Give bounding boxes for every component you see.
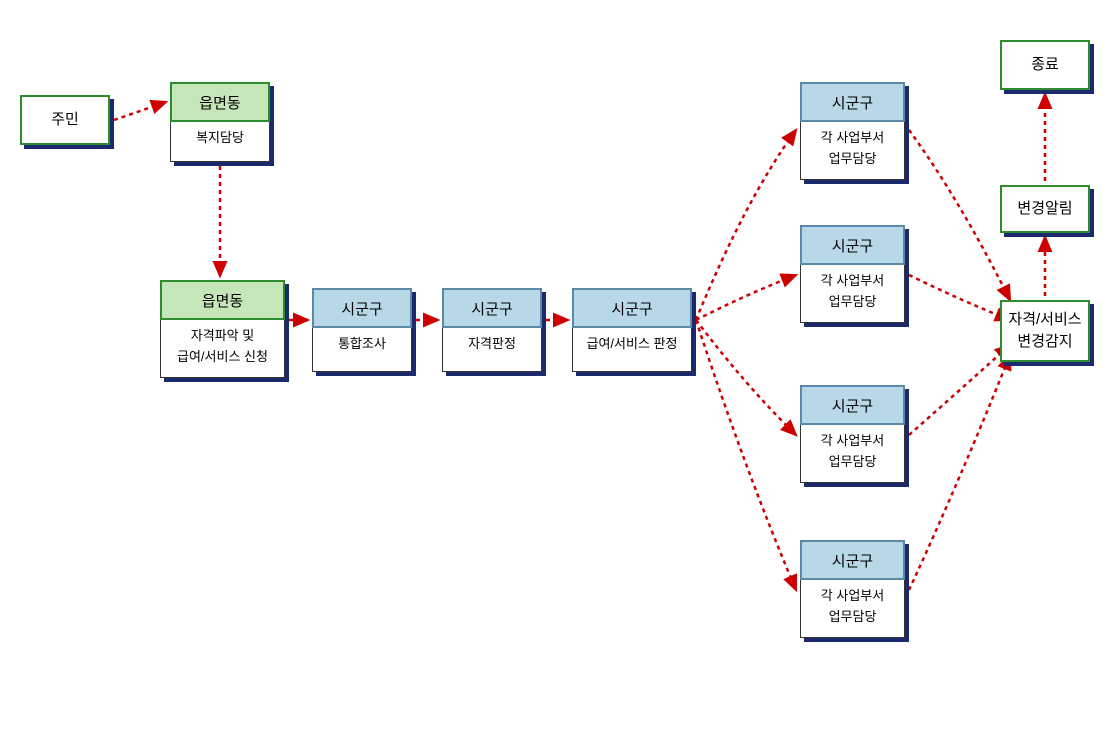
node-dept2: 시군구각 사업부서 업무담당 (800, 225, 905, 323)
arrow-12 (909, 355, 1010, 590)
arrow-5 (696, 130, 796, 320)
node-header: 시군구 (800, 540, 905, 580)
node-label: 종료 (1031, 54, 1059, 77)
node-label: 변경알림 (1017, 198, 1072, 221)
node-body: 급여/서비스 판정 (572, 328, 692, 372)
node-label: 주민 (51, 109, 79, 132)
node-body: 통합조사 (312, 328, 412, 372)
node-header: 시군구 (442, 288, 542, 328)
arrow-9 (909, 130, 1010, 300)
node-header: 읍면동 (160, 280, 285, 320)
node-end: 종료 (1000, 40, 1090, 90)
node-body: 자격파악 및 급여/서비스 신청 (160, 320, 285, 378)
node-eup2: 읍면동자격파악 및 급여/서비스 신청 (160, 280, 285, 378)
node-body: 복지담당 (170, 122, 270, 162)
node-sigungu3: 시군구급여/서비스 판정 (572, 288, 692, 372)
node-resident: 주민 (20, 95, 110, 145)
node-body: 각 사업부서 업무담당 (800, 122, 905, 180)
node-header: 시군구 (572, 288, 692, 328)
node-change_notify: 변경알림 (1000, 185, 1090, 233)
node-label: 자격/서비스 변경감지 (1008, 309, 1081, 354)
node-sigungu2: 시군구자격판정 (442, 288, 542, 372)
arrow-8 (696, 320, 796, 590)
node-body: 자격판정 (442, 328, 542, 372)
node-header: 시군구 (800, 82, 905, 122)
node-dept4: 시군구각 사업부서 업무담당 (800, 540, 905, 638)
node-dept1: 시군구각 사업부서 업무담당 (800, 82, 905, 180)
arrow-11 (909, 345, 1010, 435)
node-dept3: 시군구각 사업부서 업무담당 (800, 385, 905, 483)
node-eup1: 읍면동복지담당 (170, 82, 270, 162)
node-body: 각 사업부서 업무담당 (800, 265, 905, 323)
flowchart-canvas: 주민읍면동복지담당읍면동자격파악 및 급여/서비스 신청시군구통합조사시군구자격… (0, 0, 1119, 752)
arrow-10 (909, 275, 1010, 320)
node-body: 각 사업부서 업무담당 (800, 580, 905, 638)
node-header: 시군구 (312, 288, 412, 328)
node-sigungu1: 시군구통합조사 (312, 288, 412, 372)
arrow-0 (114, 102, 166, 120)
node-header: 시군구 (800, 225, 905, 265)
node-body: 각 사업부서 업무담당 (800, 425, 905, 483)
node-header: 시군구 (800, 385, 905, 425)
arrow-7 (696, 320, 796, 435)
node-header: 읍면동 (170, 82, 270, 122)
node-change_detect: 자격/서비스 변경감지 (1000, 300, 1090, 362)
arrow-6 (696, 275, 796, 320)
